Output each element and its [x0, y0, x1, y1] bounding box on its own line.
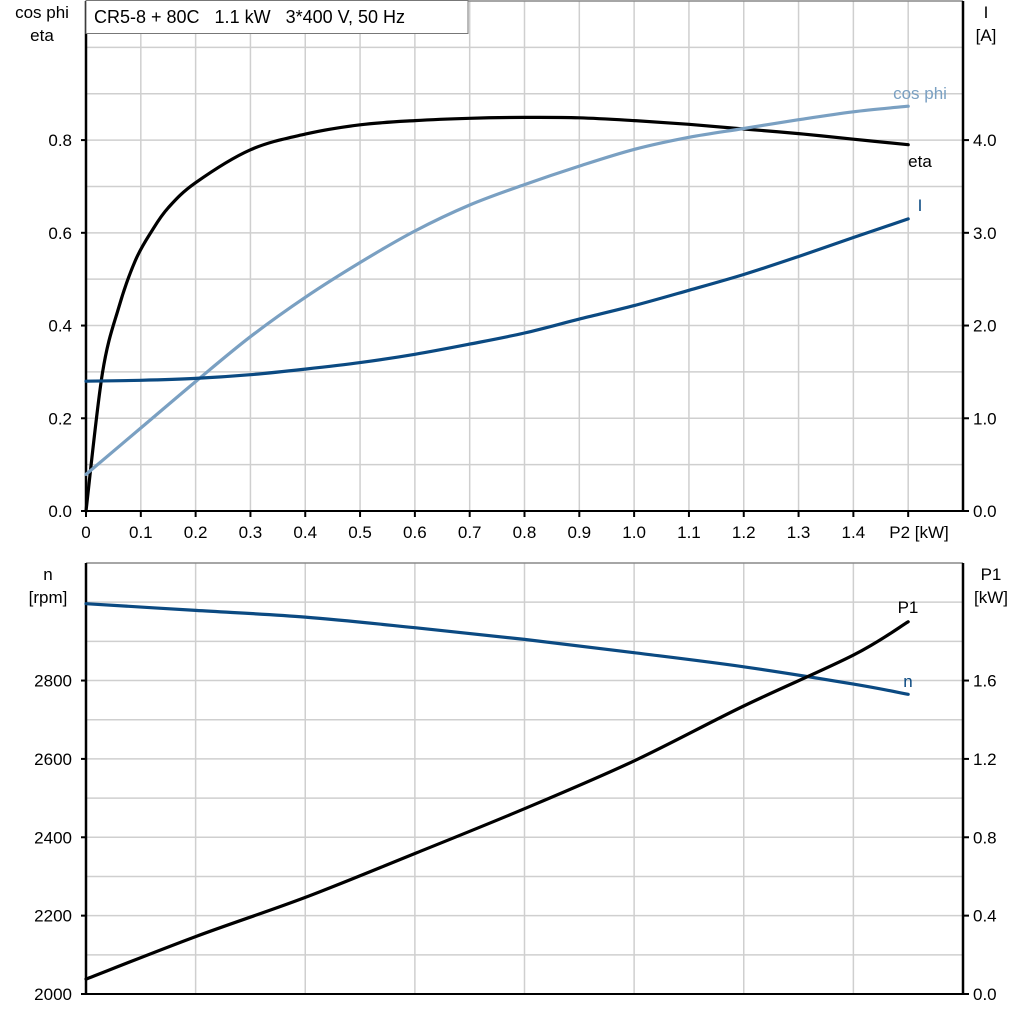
series-label-eta: eta	[908, 152, 932, 171]
right-axis-tick-label: 0.4	[973, 907, 997, 926]
x-axis-tick-label: 0.6	[403, 523, 427, 542]
bottom-left-axis-label-1: n	[43, 565, 52, 584]
x-axis-tick-label: 0.1	[129, 523, 153, 542]
x-axis-tick-label: 1.0	[622, 523, 646, 542]
right-axis-tick-label: 2.0	[973, 317, 997, 336]
left-axis-tick-label: 2200	[34, 907, 72, 926]
right-axis-tick-label: 1.6	[973, 672, 997, 691]
series-label-cos-phi: cos phi	[893, 84, 947, 103]
title-box	[85, 0, 469, 34]
x-axis-tick-label: 1.4	[842, 523, 866, 542]
right-axis-tick-label: 0.8	[973, 828, 997, 847]
x-axis-tick-label: 1.2	[732, 523, 756, 542]
series-line-n	[84, 602, 910, 696]
right-axis-tick-label: 0.0	[973, 502, 997, 521]
bottom-left-axis-label-2: [rpm]	[29, 588, 68, 607]
chart-title: CR5-8 + 80C 1.1 kW 3*400 V, 50 Hz	[94, 7, 405, 27]
bottom-right-axis-label-1: P1	[981, 565, 1002, 584]
left-axis-tick-label: 2400	[34, 828, 72, 847]
x-axis-tick-label: 0.3	[239, 523, 263, 542]
left-axis-tick-label: 0.4	[48, 317, 72, 336]
series-label-n: n	[903, 672, 912, 691]
right-axis-tick-label: 4.0	[973, 131, 997, 150]
x-axis-tick-label: 1.1	[677, 523, 701, 542]
left-axis-tick-label: 0.2	[48, 409, 72, 428]
series-line-eta	[84, 115, 910, 513]
x-axis-label: P2 [kW]	[889, 523, 949, 542]
bottom-right-axis-label-2: [kW]	[974, 588, 1008, 607]
right-axis-tick-label: 1.0	[973, 409, 997, 428]
left-axis-tick-label: 2000	[34, 985, 72, 1004]
right-axis-tick-label: 0.0	[973, 985, 997, 1004]
right-axis-tick-label: 3.0	[973, 224, 997, 243]
series-label-p1: P1	[898, 598, 919, 617]
x-axis-tick-label: 0.8	[513, 523, 537, 542]
top-right-axis-label-2: [A]	[976, 26, 997, 45]
top-chart: 0.0 0.2 0.4 0.6 0.8 0.0 1.0 2.0 3.0 4.0 0 0.1 0.2 0.3…	[48, 0, 997, 542]
top-right-axis-label-1: I	[984, 3, 989, 22]
left-axis-tick-label: 0.0	[48, 502, 72, 521]
x-axis-tick-label: 0.9	[567, 523, 591, 542]
bottom-chart: 2000 2200 2400 2600 2800 0.0 0.4 0.8 1.2 1.6	[34, 562, 997, 1004]
left-axis-tick-label: 0.6	[48, 224, 72, 243]
x-axis-tick-label: 0.4	[293, 523, 317, 542]
x-axis-tick-label: 0	[81, 523, 90, 542]
left-axis-tick-label: 2600	[34, 750, 72, 769]
x-axis-tick-label: 0.2	[184, 523, 208, 542]
right-axis-tick-label: 1.2	[973, 750, 997, 769]
series-line-i	[84, 217, 910, 383]
series-line-cos-phi	[84, 104, 910, 476]
left-axis-tick-label: 2800	[34, 672, 72, 691]
x-axis-tick-label: 0.7	[458, 523, 482, 542]
series-line-p1	[84, 620, 910, 981]
series-label-i: I	[918, 196, 923, 215]
x-axis-tick-label: 0.5	[348, 523, 372, 542]
top-left-axis-label-1: cos phi	[15, 3, 69, 22]
x-axis-tick-label: 1.3	[787, 523, 811, 542]
top-left-axis-label-2: eta	[30, 26, 54, 45]
left-axis-tick-label: 0.8	[48, 131, 72, 150]
